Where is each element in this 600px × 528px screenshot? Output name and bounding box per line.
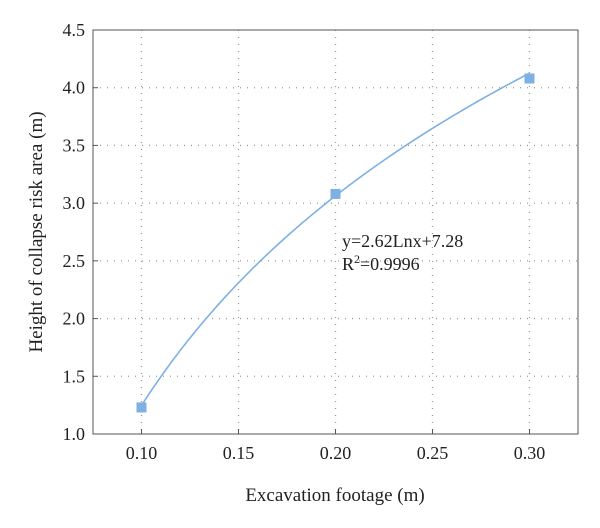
data-point xyxy=(525,73,535,83)
y-tick-label: 2.0 xyxy=(63,309,86,329)
y-tick-label: 2.5 xyxy=(63,251,86,271)
x-tick-label: 0.30 xyxy=(514,443,546,463)
ticks: 0.10 0.15 0.20 0.25 0.30 1.0 1.5 2.0 2.5 3.0 3.5 4.… xyxy=(63,20,546,463)
data-points xyxy=(137,73,535,412)
y-axis-title: Height of collapse risk area (m) xyxy=(26,111,47,352)
grid xyxy=(93,30,578,434)
r-squared-prefix: R xyxy=(342,254,354,274)
x-tick-label: 0.10 xyxy=(126,443,158,463)
y-tick-label: 3.5 xyxy=(63,135,86,155)
r-squared-label: R2=0.9996 xyxy=(342,252,420,274)
y-tick-label: 1.0 xyxy=(63,424,86,444)
trendline xyxy=(142,73,530,405)
x-tick-label: 0.25 xyxy=(417,443,449,463)
data-point xyxy=(137,402,147,412)
trendline-group xyxy=(142,73,530,405)
y-tick-label: 1.5 xyxy=(63,366,86,386)
x-tick-label: 0.20 xyxy=(320,443,352,463)
r-squared-value: =0.9996 xyxy=(360,254,420,274)
x-axis-title: Excavation footage (m) xyxy=(245,485,424,506)
equation-label: y=2.62Lnx+7.28 xyxy=(342,231,463,251)
data-point xyxy=(331,189,341,199)
y-tick-label: 3.0 xyxy=(63,193,86,213)
y-tick-label: 4.0 xyxy=(63,78,86,98)
y-tick-label: 4.5 xyxy=(63,20,86,40)
x-tick-label: 0.15 xyxy=(223,443,255,463)
